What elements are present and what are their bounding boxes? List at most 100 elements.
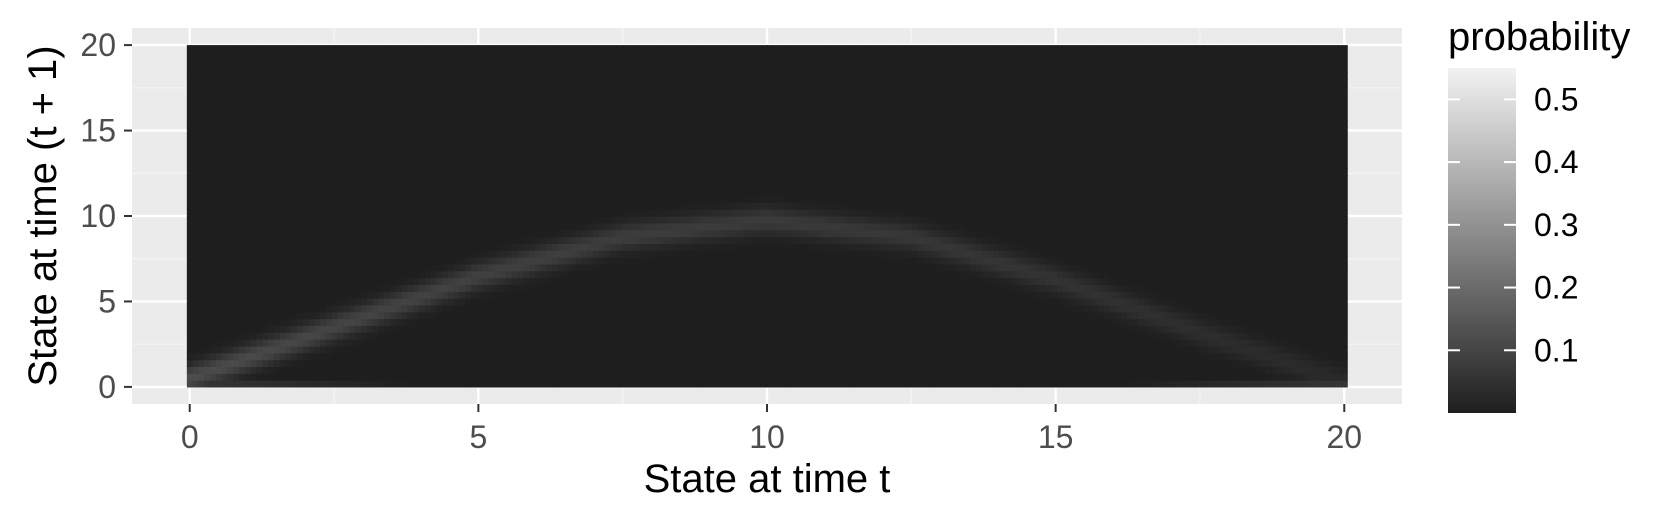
heatmap-tile bbox=[506, 209, 512, 216]
heatmap-tile bbox=[721, 52, 727, 59]
heatmap-tile bbox=[471, 360, 477, 367]
heatmap-tile bbox=[692, 257, 698, 264]
heatmap-tile bbox=[622, 325, 628, 332]
heatmap-tile bbox=[697, 346, 703, 353]
heatmap-tile bbox=[541, 168, 547, 175]
heatmap-tile bbox=[285, 141, 291, 148]
heatmap-tile bbox=[309, 202, 315, 209]
heatmap-tile bbox=[436, 291, 442, 298]
heatmap-tile bbox=[697, 353, 703, 360]
heatmap-tile bbox=[732, 319, 738, 326]
heatmap-tile bbox=[245, 154, 251, 161]
heatmap-tile bbox=[309, 243, 315, 250]
heatmap-tile bbox=[314, 168, 320, 175]
heatmap-tile bbox=[552, 360, 558, 367]
heatmap-tile bbox=[692, 319, 698, 326]
heatmap-tile bbox=[442, 373, 448, 380]
heatmap-tile bbox=[361, 93, 367, 100]
heatmap-tile bbox=[512, 312, 518, 319]
heatmap-tile bbox=[744, 380, 750, 387]
heatmap-tile bbox=[256, 45, 262, 52]
heatmap-tile bbox=[210, 127, 216, 134]
heatmap-tile bbox=[657, 168, 663, 175]
heatmap-tile bbox=[338, 209, 344, 216]
heatmap-tile bbox=[309, 59, 315, 66]
heatmap-tile bbox=[692, 120, 698, 127]
heatmap-tile bbox=[686, 189, 692, 196]
heatmap-tile bbox=[303, 298, 309, 305]
heatmap-tile bbox=[500, 264, 506, 271]
heatmap-tile bbox=[256, 59, 262, 66]
heatmap-tile bbox=[384, 120, 390, 127]
heatmap-tile bbox=[535, 195, 541, 202]
heatmap-tile bbox=[245, 230, 251, 237]
heatmap-tile bbox=[628, 52, 634, 59]
heatmap-tile bbox=[657, 182, 663, 189]
heatmap-tile bbox=[233, 127, 239, 134]
heatmap-tile bbox=[703, 86, 709, 93]
heatmap-tile bbox=[599, 86, 605, 93]
heatmap-tile bbox=[210, 298, 216, 305]
heatmap-tile bbox=[639, 175, 645, 182]
heatmap-tile bbox=[744, 278, 750, 285]
heatmap-tile bbox=[674, 271, 680, 278]
heatmap-tile bbox=[198, 72, 204, 79]
heatmap-tile bbox=[442, 134, 448, 141]
heatmap-tile bbox=[210, 79, 216, 86]
heatmap-tile bbox=[738, 366, 744, 373]
heatmap-tile bbox=[622, 373, 628, 380]
heatmap-tile bbox=[401, 120, 407, 127]
heatmap-tile bbox=[634, 93, 640, 100]
heatmap-tile bbox=[628, 237, 634, 244]
heatmap-tile bbox=[384, 127, 390, 134]
heatmap-tile bbox=[518, 93, 524, 100]
heatmap-tile bbox=[303, 202, 309, 209]
heatmap-tile bbox=[280, 134, 286, 141]
heatmap-tile bbox=[709, 79, 715, 86]
heatmap-tile bbox=[663, 134, 669, 141]
heatmap-tile bbox=[245, 332, 251, 339]
heatmap-tile bbox=[668, 216, 674, 223]
heatmap-tile bbox=[715, 100, 721, 107]
heatmap-tile bbox=[605, 360, 611, 367]
heatmap-tile bbox=[639, 127, 645, 134]
heatmap-tile bbox=[454, 202, 460, 209]
heatmap-tile bbox=[605, 127, 611, 134]
heatmap-tile bbox=[651, 332, 657, 339]
heatmap-tile bbox=[663, 325, 669, 332]
heatmap-tile bbox=[489, 182, 495, 189]
heatmap-tile bbox=[256, 264, 262, 271]
heatmap-tile bbox=[471, 148, 477, 155]
heatmap-tile bbox=[541, 209, 547, 216]
heatmap-tile bbox=[755, 284, 761, 291]
heatmap-tile bbox=[581, 161, 587, 168]
heatmap-tile bbox=[709, 223, 715, 230]
heatmap-tile bbox=[483, 113, 489, 120]
heatmap-tile bbox=[512, 59, 518, 66]
heatmap-tile bbox=[431, 107, 437, 114]
heatmap-tile bbox=[285, 209, 291, 216]
heatmap-tile bbox=[593, 319, 599, 326]
heatmap-tile bbox=[431, 202, 437, 209]
heatmap-tile bbox=[332, 353, 338, 360]
heatmap-tile bbox=[297, 93, 303, 100]
heatmap-tile bbox=[605, 154, 611, 161]
heatmap-tile bbox=[187, 346, 193, 353]
heatmap-tile bbox=[500, 107, 506, 114]
heatmap-tile bbox=[489, 216, 495, 223]
heatmap-tile bbox=[233, 346, 239, 353]
heatmap-tile bbox=[616, 360, 622, 367]
heatmap-tile bbox=[349, 216, 355, 223]
heatmap-tile bbox=[431, 182, 437, 189]
heatmap-tile bbox=[367, 312, 373, 319]
heatmap-tile bbox=[222, 148, 228, 155]
heatmap-tile bbox=[303, 86, 309, 93]
heatmap-tile bbox=[384, 45, 390, 52]
heatmap-tile bbox=[384, 319, 390, 326]
heatmap-tile bbox=[686, 243, 692, 250]
heatmap-tile bbox=[721, 45, 727, 52]
heatmap-tile bbox=[715, 284, 721, 291]
heatmap-tile bbox=[657, 79, 663, 86]
heatmap-tile bbox=[570, 332, 576, 339]
heatmap-tile bbox=[645, 175, 651, 182]
